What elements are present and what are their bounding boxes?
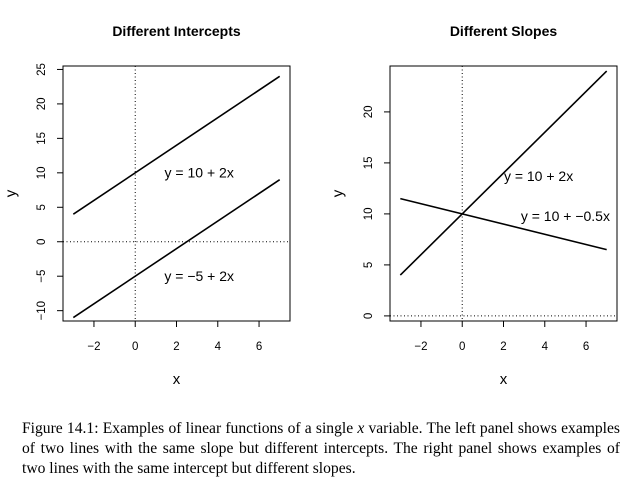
panel2-series-line-2 bbox=[400, 197, 607, 251]
panel1-x-tick-label: 2 bbox=[173, 341, 179, 353]
panel1-y-tick-label: −5 bbox=[36, 270, 48, 283]
panel1-x-tick-label: 0 bbox=[132, 341, 138, 353]
panel2-plot-frame bbox=[389, 65, 618, 322]
panel1-y-tick-label: 25 bbox=[36, 63, 48, 76]
panel2-y-tick-label: 15 bbox=[363, 157, 375, 170]
panel1-y-tick-label: −10 bbox=[36, 301, 48, 321]
panel1-x-axis-label: x bbox=[173, 371, 181, 388]
caption-variable: x bbox=[357, 420, 365, 437]
panel2-x-tick-label: 0 bbox=[459, 341, 465, 353]
panel1-x-tick-label: 4 bbox=[215, 341, 222, 353]
panel1-y-tick-label: 0 bbox=[36, 239, 48, 245]
caption-text-2: variable. The left panel shows examples … bbox=[22, 420, 620, 477]
panel1-x-tick-label: 6 bbox=[256, 341, 262, 353]
panel2-x-tick-label: 6 bbox=[583, 341, 589, 353]
panel1-y-tick-label: 20 bbox=[36, 98, 48, 111]
panel2-x-tick-label: 2 bbox=[500, 341, 506, 353]
panel1-y-axis-label: y bbox=[2, 189, 19, 197]
panel1-x-tick-label: −2 bbox=[87, 341, 100, 353]
panel1-equation-label-1: y = 10 + 2x bbox=[165, 165, 234, 181]
panel1-series-line-2 bbox=[72, 179, 281, 319]
panel2-equation-label-1: y = 10 + 2x bbox=[504, 168, 573, 184]
panel1-y-tick-label: 15 bbox=[36, 132, 48, 145]
panel2-series-line-1 bbox=[399, 70, 608, 276]
panel2-y-axis-label: y bbox=[329, 189, 346, 197]
panel2-y-tick-label: 5 bbox=[363, 262, 375, 268]
panel1-equation-label-2: y = −5 + 2x bbox=[164, 268, 234, 284]
panel2-y-tick-label: 10 bbox=[363, 208, 375, 221]
panel2-y-tick-label: 20 bbox=[363, 106, 375, 119]
panel1-title: Different Intercepts bbox=[112, 23, 241, 39]
caption-label: Figure 14.1: bbox=[22, 420, 99, 437]
panel2-title: Different Slopes bbox=[450, 23, 558, 39]
panel2-x-axis-label: x bbox=[500, 371, 508, 388]
panel2-equation-label-2: y = 10 + −0.5x bbox=[521, 208, 610, 224]
panel1-y-tick-label: 5 bbox=[36, 204, 48, 210]
caption-text-1: Examples of linear functions of a single bbox=[98, 420, 358, 437]
panel1-y-tick-label: 10 bbox=[36, 166, 48, 179]
figure-caption: Figure 14.1: Examples of linear function… bbox=[22, 419, 620, 479]
panel2-x-tick-label: −2 bbox=[414, 341, 427, 353]
panel2-y-tick-label: 0 bbox=[363, 313, 375, 319]
panel2-x-tick-label: 4 bbox=[542, 341, 549, 353]
panel1-series-line-1 bbox=[72, 75, 281, 215]
